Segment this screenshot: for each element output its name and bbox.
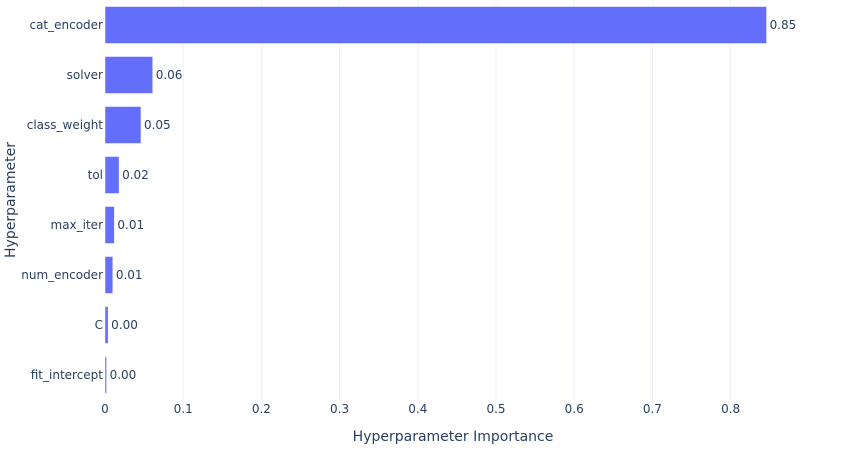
x-tick-label: 0.1 [174,402,193,416]
bar-num-encoder[interactable] [104,256,114,294]
x-tick-label: 0.7 [643,402,662,416]
x-tick-label: 0.2 [252,402,271,416]
bar-max-iter[interactable] [104,206,115,244]
x-tick-label: 0 [101,402,109,416]
bar-value-label: 0.06 [156,68,183,82]
bar-value-label: 0.00 [111,318,138,332]
bar-C[interactable] [104,306,109,344]
bar-layer [104,6,767,394]
y-tick-label: max_iter [51,218,104,232]
y-tick-label: num_encoder [21,268,103,282]
label-layer: 0 0.1 0.2 0.3 0.4 0.5 0.6 0.7 0.8 cat_encoder 0.85… [21,18,796,416]
bar-value-label: 0.85 [770,18,797,32]
bar-cat-encoder[interactable] [104,6,767,44]
y-axis-title: Hyperparameter [3,142,19,258]
y-tick-label: solver [67,68,103,82]
x-tick-label: 0.5 [486,402,505,416]
y-tick-label: fit_intercept [31,368,104,382]
bar-tol[interactable] [104,156,120,194]
grid-layer [182,0,732,400]
x-tick-label: 0.6 [565,402,584,416]
x-tick-label: 0.4 [408,402,427,416]
x-tick-label: 0.8 [721,402,740,416]
bar-class-weight[interactable] [104,106,142,144]
bar-fit-intercept[interactable] [104,356,107,394]
bar-value-label: 0.02 [122,168,149,182]
y-tick-label: tol [88,168,103,182]
y-tick-label: C [95,318,103,332]
y-tick-label: cat_encoder [29,18,103,32]
y-tick-label: class_weight [27,118,104,132]
bar-value-label: 0.05 [144,118,171,132]
bar-solver[interactable] [104,56,153,94]
x-tick-label: 0.3 [330,402,349,416]
bar-value-label: 0.00 [110,368,137,382]
bar-value-label: 0.01 [116,268,143,282]
x-axis-title: Hyperparameter Importance [353,429,554,445]
bar-value-label: 0.01 [117,218,144,232]
